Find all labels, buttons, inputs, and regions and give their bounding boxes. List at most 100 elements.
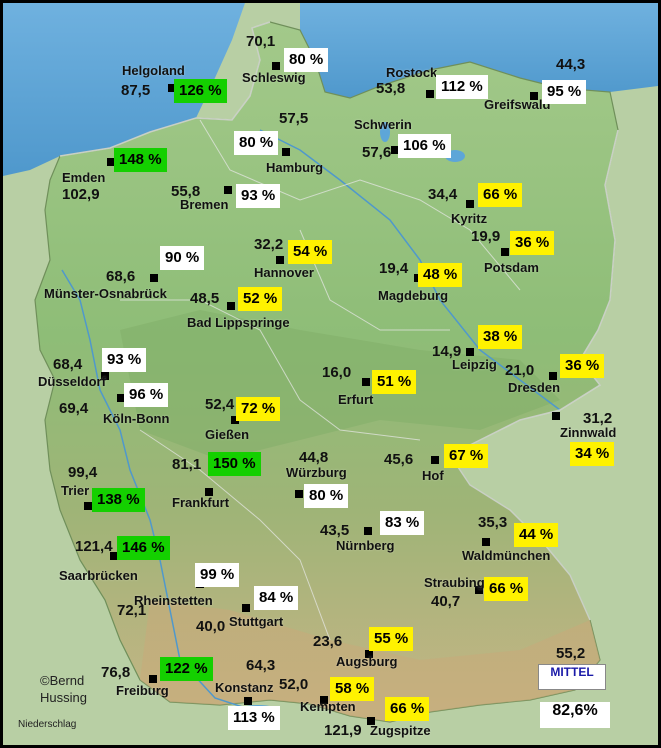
mittel-title: MITTEL — [538, 664, 606, 690]
station-name: Frankfurt — [172, 495, 230, 510]
central-uplands-relief — [120, 310, 560, 460]
station-marker — [549, 372, 557, 380]
station-name: Hannover — [254, 265, 314, 280]
station-precip-value: 16,0 — [322, 364, 352, 381]
station-percent-box: 48 % — [418, 263, 463, 287]
station-name: Augsburg — [336, 654, 398, 669]
station-percent-box: 34 % — [570, 442, 615, 466]
station-marker — [295, 490, 303, 498]
station-name: Rostock — [386, 65, 438, 80]
station-name: Emden — [62, 170, 106, 185]
station-marker — [367, 717, 375, 725]
station-marker — [282, 148, 290, 156]
station-percent-box: 80 % — [284, 48, 329, 72]
station-marker — [168, 84, 176, 92]
credit-text: ©Bernd Hussing — [40, 672, 87, 706]
station-marker — [320, 696, 328, 704]
station-marker — [149, 675, 157, 683]
station-precip-value: 14,9 — [432, 343, 462, 360]
station-name: Zinnwald — [560, 425, 617, 440]
station-percent-box: 51 % — [372, 370, 417, 394]
station-marker — [364, 527, 372, 535]
station-percent-box: 150 % — [208, 452, 261, 476]
station-percent-box: 36 % — [510, 231, 555, 255]
station-percent-box: 66 % — [478, 183, 523, 207]
station-name: Stuttgart — [229, 614, 284, 629]
station-marker — [101, 372, 109, 380]
station-precip-value: 76,8 — [101, 664, 131, 681]
station-name: Bad Lippspringe — [187, 315, 290, 330]
station-precip-value: 52,0 — [279, 676, 309, 693]
station-name: Greifswald — [484, 97, 551, 112]
station-name: Zugspitze — [370, 723, 431, 738]
station-precip-value: 43,5 — [320, 522, 350, 539]
station-marker — [117, 394, 125, 402]
station-percent-box: 112 % — [436, 75, 488, 99]
state-borders — [120, 119, 521, 641]
station-precip-value: 34,4 — [428, 186, 458, 203]
station-percent-box: 122 % — [160, 657, 213, 681]
station-percent-box: 84 % — [254, 586, 299, 610]
station-precip-value: 102,9 — [62, 186, 100, 203]
station-precip-value: 40,0 — [196, 618, 226, 635]
station-name: Würzburg — [286, 465, 347, 480]
station-precip-value: 44,3 — [556, 56, 586, 73]
station-percent-box: 44 % — [514, 523, 559, 547]
station-percent-box: 58 % — [330, 677, 375, 701]
mittel-value: 82,6% — [540, 702, 610, 728]
station-name: Nürnberg — [336, 538, 395, 553]
station-name: Köln-Bonn — [103, 411, 170, 426]
station-precip-value: 57,6 — [362, 144, 392, 161]
station-precip-value: 81,1 — [172, 456, 202, 473]
station-name: Gießen — [205, 427, 250, 442]
station-name: Kempten — [300, 699, 356, 714]
station-name: Schleswig — [242, 70, 306, 85]
station-precip-value: 57,5 — [279, 110, 309, 127]
schwerin-lake — [380, 122, 390, 142]
station-name: Waldmünchen — [462, 548, 551, 563]
station-percent-box: 36 % — [560, 354, 605, 378]
station-marker — [224, 186, 232, 194]
elbe-river — [259, 129, 561, 411]
station-precip-value: 53,8 — [376, 80, 406, 97]
station-marker — [365, 650, 373, 658]
station-percent-box: 146 % — [117, 536, 170, 560]
station-marker — [552, 412, 560, 420]
station-name: Rheinstetten — [134, 593, 213, 608]
station-name: Dresden — [508, 380, 561, 395]
station-marker — [107, 158, 115, 166]
station-precip-value: 121,4 — [75, 538, 113, 555]
station-marker — [466, 348, 474, 356]
station-percent-box: 38 % — [478, 325, 523, 349]
station-precip-value: 68,4 — [53, 356, 83, 373]
station-precip-value: 72,1 — [117, 602, 147, 619]
station-precip-value: 52,4 — [205, 396, 235, 413]
station-precip-value: 55,2 — [556, 645, 586, 662]
station-marker — [475, 586, 483, 594]
station-precip-value: 40,7 — [431, 593, 461, 610]
station-marker — [272, 62, 280, 70]
station-name: Bremen — [180, 197, 229, 212]
station-percent-box: 93 % — [102, 348, 147, 372]
station-percent-box: 90 % — [160, 246, 205, 270]
station-percent-box: 93 % — [236, 184, 281, 208]
station-precip-value: 44,8 — [299, 449, 329, 466]
station-marker — [84, 502, 92, 510]
station-percent-box: 52 % — [238, 287, 283, 311]
station-percent-box: 138 % — [92, 488, 145, 512]
station-name: Schwerin — [354, 117, 412, 132]
station-precip-value: 70,1 — [246, 33, 276, 50]
station-marker — [227, 302, 235, 310]
station-precip-value: 68,6 — [106, 268, 136, 285]
station-precip-value: 69,4 — [59, 400, 89, 417]
credit-line1: ©Bernd — [40, 673, 85, 688]
station-marker — [242, 604, 250, 612]
station-percent-box: 113 % — [228, 706, 280, 730]
station-name: Konstanz — [215, 680, 274, 695]
station-percent-box: 148 % — [114, 148, 167, 172]
station-percent-box: 106 % — [398, 134, 451, 158]
station-percent-box: 80 % — [304, 484, 349, 508]
station-precip-value: 32,2 — [254, 236, 284, 253]
station-percent-box: 126 % — [174, 79, 227, 103]
